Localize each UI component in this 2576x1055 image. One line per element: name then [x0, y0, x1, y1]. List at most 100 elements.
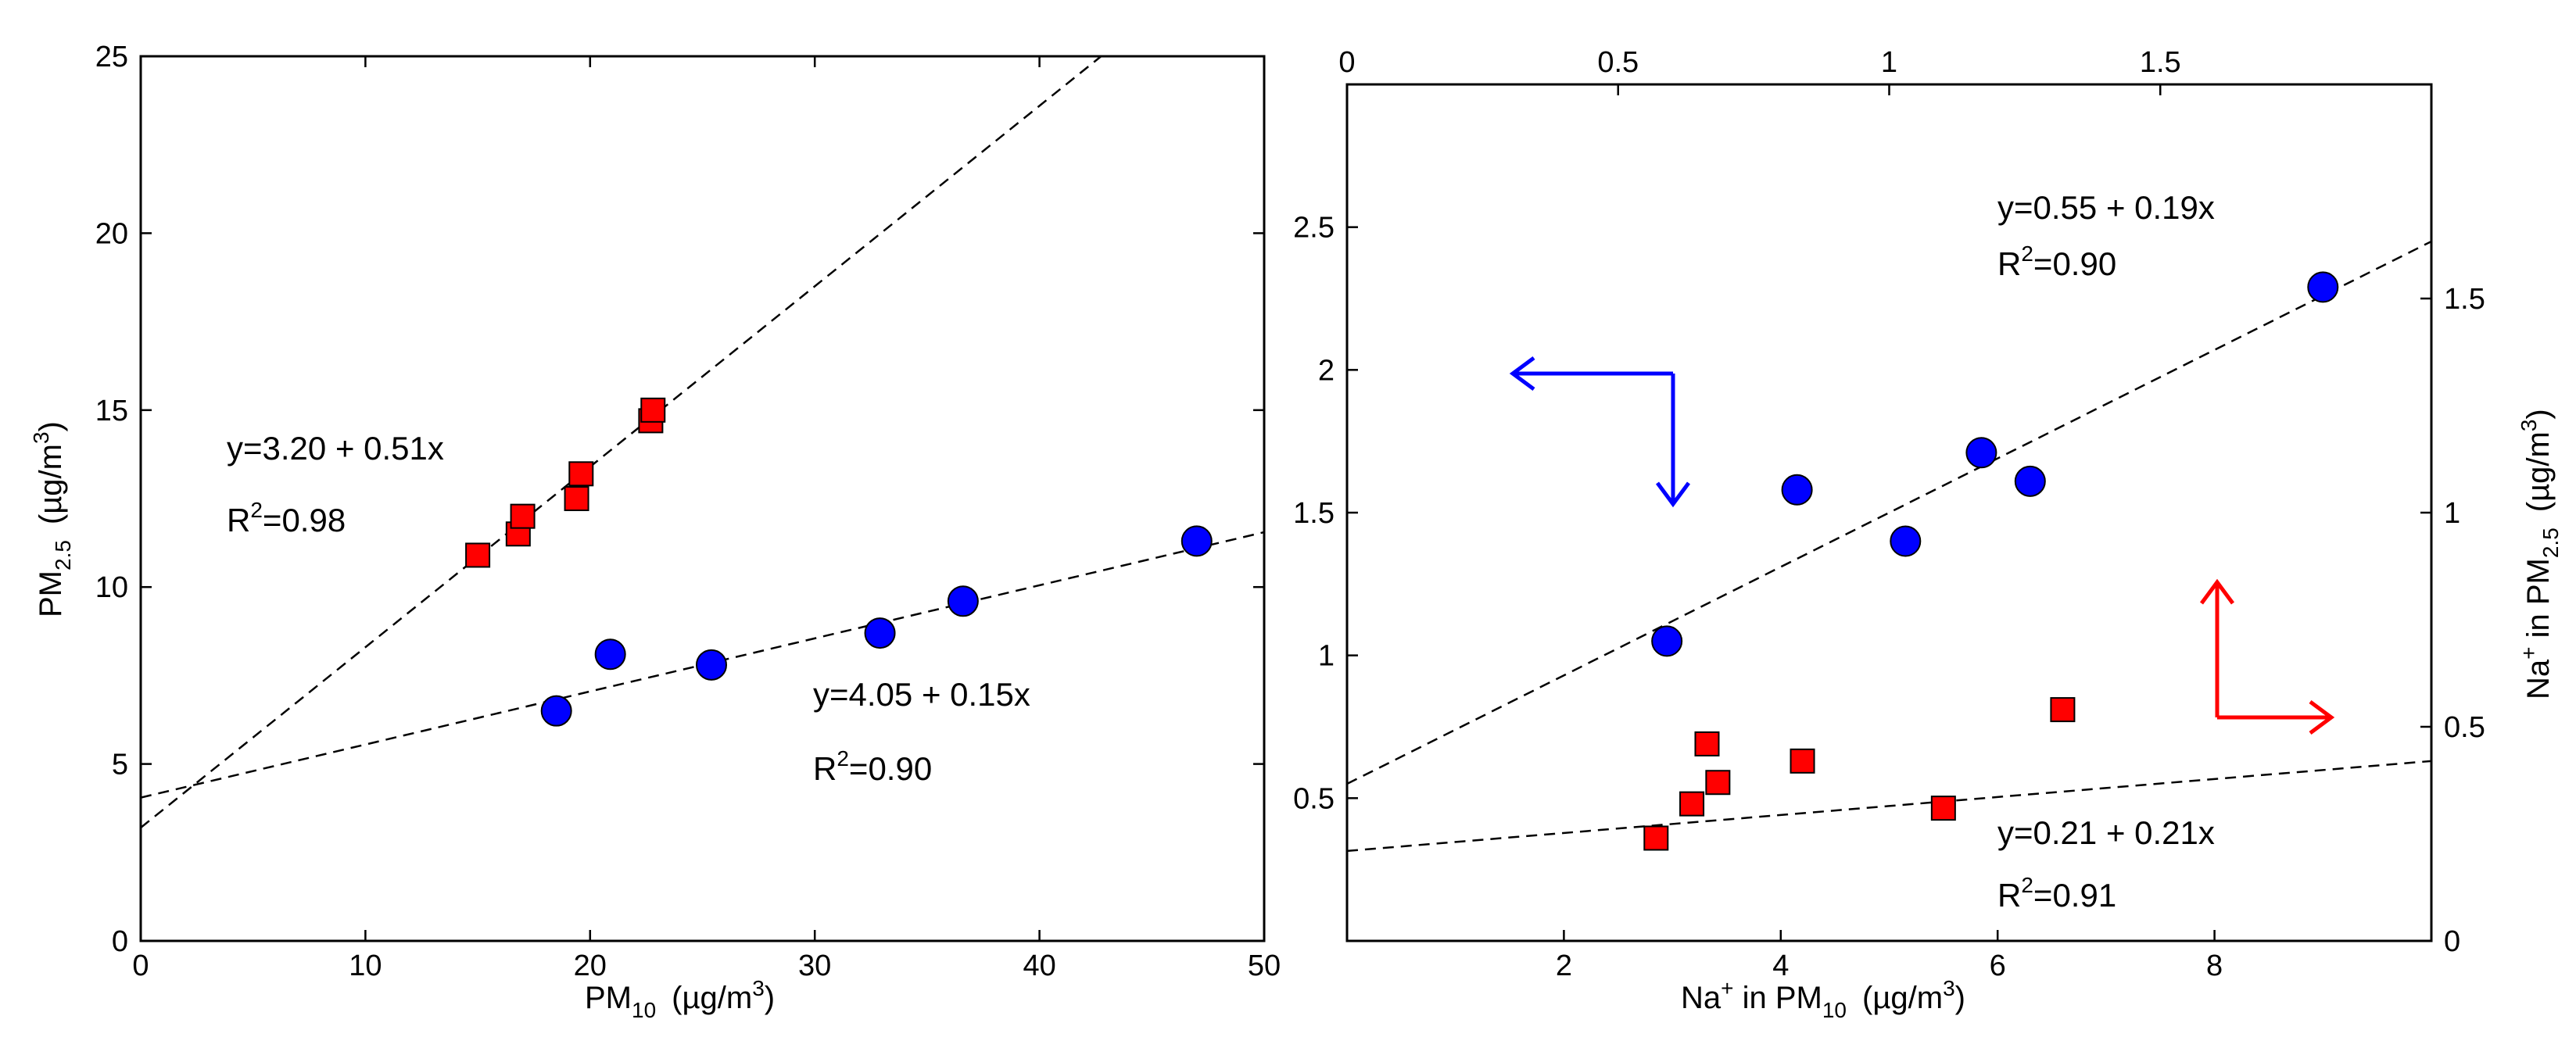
red-arrow-to-top-right-icon	[2199, 578, 2335, 735]
left-x-tick-label: 30	[798, 950, 831, 982]
right-point-red-squares	[2050, 697, 2076, 723]
left-y-label-sub: 2.5	[51, 540, 75, 570]
right-x-tick-label: 4	[1772, 950, 1789, 982]
right-fit-line-red-squares	[1347, 760, 2431, 853]
left-x-label-base: PM	[585, 981, 632, 1015]
left-points	[465, 397, 1213, 727]
blue-arrow-head-down	[1655, 481, 1691, 508]
right-y2-label-sub: 2.5	[2538, 528, 2563, 558]
right-y2-tick-label: 1.5	[2444, 283, 2485, 316]
right-y2-label-units: (µg/m	[2521, 431, 2556, 512]
right-points	[1643, 271, 2339, 851]
left-y-axis-label: PM2.5 (µg/m3)	[29, 421, 75, 617]
red-arrow-head-up	[2199, 578, 2235, 605]
right-red-r2-sup: 2	[2021, 873, 2033, 897]
left-x-tick-label: 20	[574, 950, 607, 982]
right-x-label-units: (µg/m	[1862, 981, 1943, 1015]
right-x-label-mid: in PM	[1734, 981, 1822, 1015]
right-y2-axis-label: Na+ in PM2.5 (µg/m3)	[2517, 409, 2563, 699]
right-blue-r2-sup: 2	[2021, 241, 2033, 266]
right-x-tick-label: 6	[1990, 950, 2006, 982]
left-red-fit-equation: y=3.20 + 0.51x	[227, 430, 444, 467]
left-x-label-units-close: )	[765, 981, 775, 1015]
left-plot-frame	[139, 55, 1266, 942]
left-y-tick-label: 20	[95, 217, 128, 250]
right-point-red-squares	[1930, 796, 1956, 821]
right-y2-label-mid: in PM	[2521, 558, 2556, 646]
right-y-tick-label: 0.5	[1293, 782, 1335, 815]
left-y-label-units-sup: 3	[29, 431, 53, 444]
left-point-blue-circles	[1181, 525, 1213, 557]
left-blue-r2-value: =0.90	[849, 750, 932, 787]
right-y2-tick-label: 0	[2444, 925, 2460, 958]
left-point-red-squares	[510, 503, 536, 529]
right-x2-tick-label: 0.5	[1597, 46, 1639, 79]
left-blue-r2-base: R	[813, 750, 837, 787]
right-y-tick-label: 1	[1318, 640, 1335, 673]
right-fit-line-blue-circles	[1347, 240, 2431, 785]
right-panel: 2 4 6 8 0 0.5 1 1.5 0.5 1 1.5 2 2.5 0 0.5 1 1.5 y=0.55 +…	[1293, 46, 2563, 1022]
left-ticks: 0 10 20 30 40 50 0 5 10 15 20 25	[95, 41, 1281, 982]
right-x2-tick-label: 1.5	[2140, 46, 2181, 79]
left-blue-fit-equation: y=4.05 + 0.15x	[813, 676, 1030, 713]
right-y2-tick-label: 1	[2444, 497, 2460, 530]
left-red-fit-r2: R2=0.98	[227, 498, 346, 538]
left-y-label-units-close: )	[34, 421, 68, 431]
red-arrow-head-right	[2309, 699, 2335, 735]
right-point-red-squares	[1643, 825, 1669, 851]
left-point-blue-circles	[540, 695, 572, 727]
right-x-label-units-close: )	[1955, 981, 1965, 1015]
left-point-red-squares	[568, 461, 594, 487]
left-x-label-units: (µg/m	[672, 981, 752, 1015]
right-x-label-base: Na	[1681, 981, 1722, 1015]
right-x-tick-label: 2	[1556, 950, 1572, 982]
right-point-blue-circles	[2014, 465, 2046, 497]
blue-arrow-to-left-bottom-icon	[1509, 356, 1691, 508]
left-x-axis-label: PM10 (µg/m3)	[585, 976, 775, 1022]
right-point-red-squares	[1679, 791, 1705, 817]
left-y-label-units: (µg/m	[34, 444, 68, 524]
left-y-tick-label: 10	[95, 571, 128, 604]
left-point-red-squares	[640, 397, 666, 423]
left-point-blue-circles	[695, 649, 727, 681]
right-blue-fit-equation: y=0.55 + 0.19x	[1997, 189, 2215, 226]
right-y-tick-label: 1.5	[1293, 497, 1335, 530]
left-red-r2-value: =0.98	[263, 502, 346, 538]
right-red-fit-r2: R2=0.91	[1997, 873, 2116, 914]
left-fit-line-red-squares	[141, 56, 1103, 829]
right-blue-r2-value: =0.90	[2033, 245, 2116, 282]
left-y-tick-label: 5	[112, 749, 128, 781]
right-point-red-squares	[1790, 748, 1815, 774]
right-red-fit-equation: y=0.21 + 0.21x	[1997, 814, 2215, 851]
right-fit-lines	[1347, 240, 2431, 853]
left-red-r2-sup: 2	[250, 498, 263, 522]
right-y-tick-label: 2.5	[1293, 212, 1335, 245]
right-point-blue-circles	[1651, 625, 1683, 657]
right-point-blue-circles	[1890, 525, 1922, 557]
left-x-tick-label: 0	[132, 950, 149, 982]
left-x-tick-label: 40	[1023, 950, 1055, 982]
left-x-tick-label: 50	[1248, 950, 1281, 982]
right-x-tick-label: 8	[2206, 950, 2223, 982]
right-x-axis-label: Na+ in PM10 (µg/m3)	[1681, 976, 1965, 1022]
right-y2-label-sup: +	[2517, 647, 2541, 660]
left-y-tick-label: 25	[95, 41, 128, 73]
right-y2-label-units-close: )	[2521, 409, 2556, 419]
left-point-blue-circles	[594, 638, 626, 671]
right-y2-label-base: Na	[2521, 659, 2556, 699]
left-y-label-base: PM	[34, 570, 68, 617]
right-y2-tick-label: 0.5	[2444, 711, 2485, 744]
left-point-red-squares	[465, 542, 491, 568]
right-point-blue-circles	[1781, 474, 1813, 506]
right-plot-frame	[1345, 83, 2433, 942]
right-x-label-sub: 10	[1822, 998, 1847, 1022]
left-x-label-units-sup: 3	[752, 976, 765, 1000]
right-red-r2-value: =0.91	[2033, 877, 2116, 914]
right-blue-fit-r2: R2=0.90	[1997, 241, 2116, 282]
left-red-r2-base: R	[227, 502, 250, 538]
right-point-red-squares	[1694, 731, 1720, 756]
right-x-label-units-sup: 3	[1943, 976, 1955, 1000]
right-ticks: 2 4 6 8 0 0.5 1 1.5 0.5 1 1.5 2 2.5 0 0.5 1 1.5	[1293, 46, 2485, 982]
